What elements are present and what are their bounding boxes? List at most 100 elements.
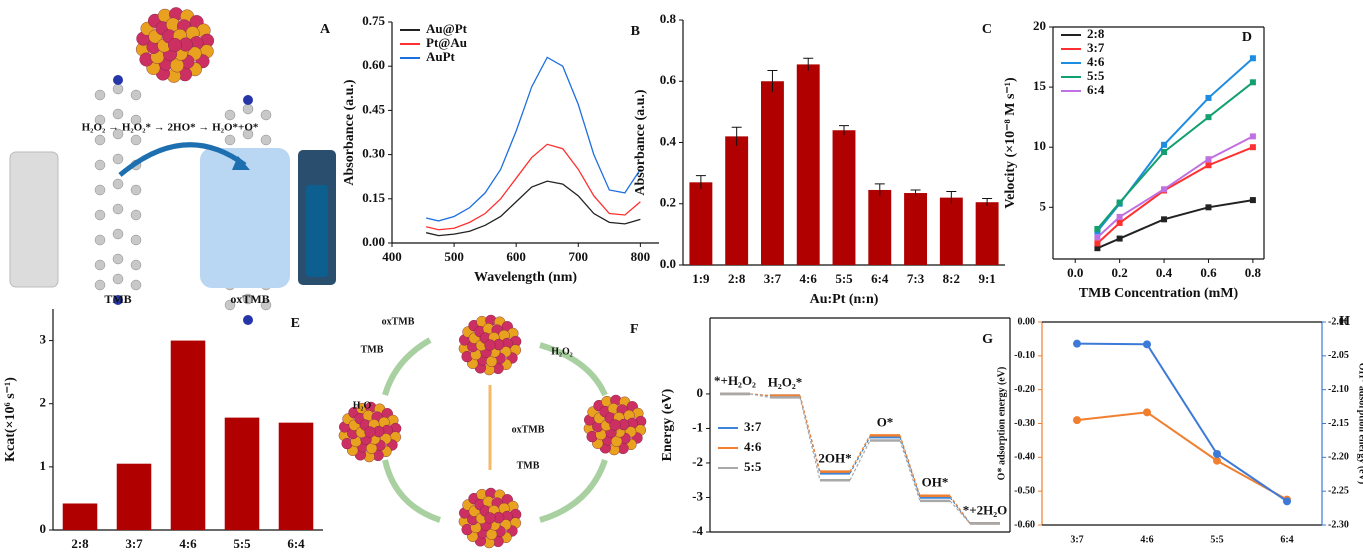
atom <box>113 295 123 305</box>
marker <box>1073 416 1081 425</box>
marker <box>1116 213 1123 220</box>
x-tick-label: 4:6 <box>1140 534 1153 545</box>
x-tick-label: 0.8 <box>1245 265 1262 280</box>
y-tick-label: 3 <box>40 332 47 347</box>
y2-tick-label: -2.30 <box>1328 519 1349 530</box>
legend-label: Au@Pt <box>426 21 468 36</box>
y-tick-label: -1 <box>692 419 703 434</box>
x-tick-label: 5:5 <box>835 271 853 286</box>
bar <box>760 81 784 265</box>
series-line <box>1096 146 1254 245</box>
x-tick-label: 7:3 <box>907 271 925 286</box>
x-tick-label: 6:4 <box>1280 534 1293 545</box>
marker <box>1094 245 1101 252</box>
y-tick-label: 0.75 <box>362 13 385 28</box>
atom <box>130 114 142 126</box>
atom <box>112 253 124 265</box>
series-line <box>426 143 641 231</box>
x-tick-label: 4:6 <box>179 536 197 551</box>
x-tick-label: 400 <box>382 249 402 264</box>
energy-connector <box>799 395 821 472</box>
nanoparticle-atom <box>167 38 182 53</box>
y-tick-label: 5 <box>1040 198 1047 213</box>
y2-axis-label: OH* adsorption energy (eV) <box>1357 363 1363 484</box>
atom <box>130 134 142 146</box>
cycle-arrow <box>382 337 432 396</box>
y2-tick-label: -2.15 <box>1328 418 1349 429</box>
y-tick-label: 0.8 <box>660 11 677 26</box>
marker <box>1213 456 1221 465</box>
bar <box>62 503 98 530</box>
state-label: O* <box>877 414 894 429</box>
bar <box>975 202 999 265</box>
series-line <box>1076 342 1288 503</box>
energy-connector <box>749 393 771 397</box>
energy-connector <box>849 435 871 472</box>
x-tick-label: 500 <box>444 249 464 264</box>
atom <box>94 279 106 291</box>
marker <box>1161 216 1168 223</box>
atom <box>224 109 236 121</box>
y-tick-label: 15 <box>1033 78 1047 93</box>
atom <box>130 184 142 196</box>
x-axis-label: TMB Concentration (mM) <box>1079 286 1239 301</box>
atom <box>224 134 236 146</box>
atom <box>94 234 106 246</box>
atom <box>260 299 272 311</box>
y-tick-label: 0 <box>40 521 47 536</box>
y-tick-label: 0.00 <box>362 234 385 249</box>
legend-label: 6:4 <box>1087 82 1105 97</box>
bar <box>170 340 206 530</box>
vial-liquid <box>306 185 328 277</box>
y-tick-label: -0.60 <box>1014 519 1035 530</box>
energy-connector <box>799 397 821 481</box>
legend-label: 5:5 <box>744 459 762 474</box>
y-tick-label: -4 <box>692 523 703 538</box>
atom <box>243 315 253 325</box>
error-bar <box>731 126 742 146</box>
x-tick-label: 0.4 <box>1156 265 1173 280</box>
atom <box>112 83 124 95</box>
atom <box>112 108 124 120</box>
legend-label: 3:7 <box>1087 40 1105 55</box>
y-tick-label: 0.00 <box>1018 316 1036 327</box>
y-axis-label: O* adsorption energy (eV) <box>996 367 1007 481</box>
y-tick-label: -0.20 <box>1014 384 1035 395</box>
marker <box>1116 219 1123 226</box>
y-tick-label: -2 <box>692 454 703 469</box>
bar <box>868 189 892 265</box>
marker <box>1143 340 1151 349</box>
bar <box>832 130 856 265</box>
legend-label: 4:6 <box>1087 54 1105 69</box>
marker <box>1205 204 1212 211</box>
error-bar <box>767 70 778 92</box>
cycle-label: oxTMB <box>512 424 545 435</box>
state-label: OH* <box>922 475 949 490</box>
x-tick-label: 800 <box>631 249 651 264</box>
y-tick-label: 0.2 <box>660 195 676 210</box>
y-tick-label: -3 <box>692 488 703 503</box>
panel-letter: E <box>291 316 300 331</box>
y-tick-label: -0.50 <box>1014 485 1035 496</box>
x-tick-label: 5:5 <box>1210 534 1223 545</box>
y-tick-label: 0.60 <box>362 57 385 72</box>
y-axis-label: Velocity (×10⁻⁸ M s⁻¹) <box>1003 77 1018 209</box>
legend-label: 5:5 <box>1087 68 1105 83</box>
energy-connector <box>849 436 871 474</box>
y-axis-label: Energy (eV) <box>660 388 675 461</box>
nanoparticle-atom <box>609 419 621 431</box>
y-tick-label: 0 <box>697 385 704 400</box>
y2-tick-label: -2.05 <box>1328 350 1349 361</box>
x-tick-label: 6:4 <box>871 271 889 286</box>
marker <box>1205 114 1212 121</box>
panel-letter: D <box>1242 30 1252 45</box>
atom <box>242 103 254 115</box>
atom <box>94 184 106 196</box>
y-tick-label: -0.30 <box>1014 418 1035 429</box>
atom <box>112 178 124 190</box>
error-bar <box>982 198 993 206</box>
cycle-label: TMB <box>517 460 540 471</box>
panel-letter: G <box>982 332 993 347</box>
y-tick-label: -0.40 <box>1014 452 1035 463</box>
atom <box>130 279 142 291</box>
